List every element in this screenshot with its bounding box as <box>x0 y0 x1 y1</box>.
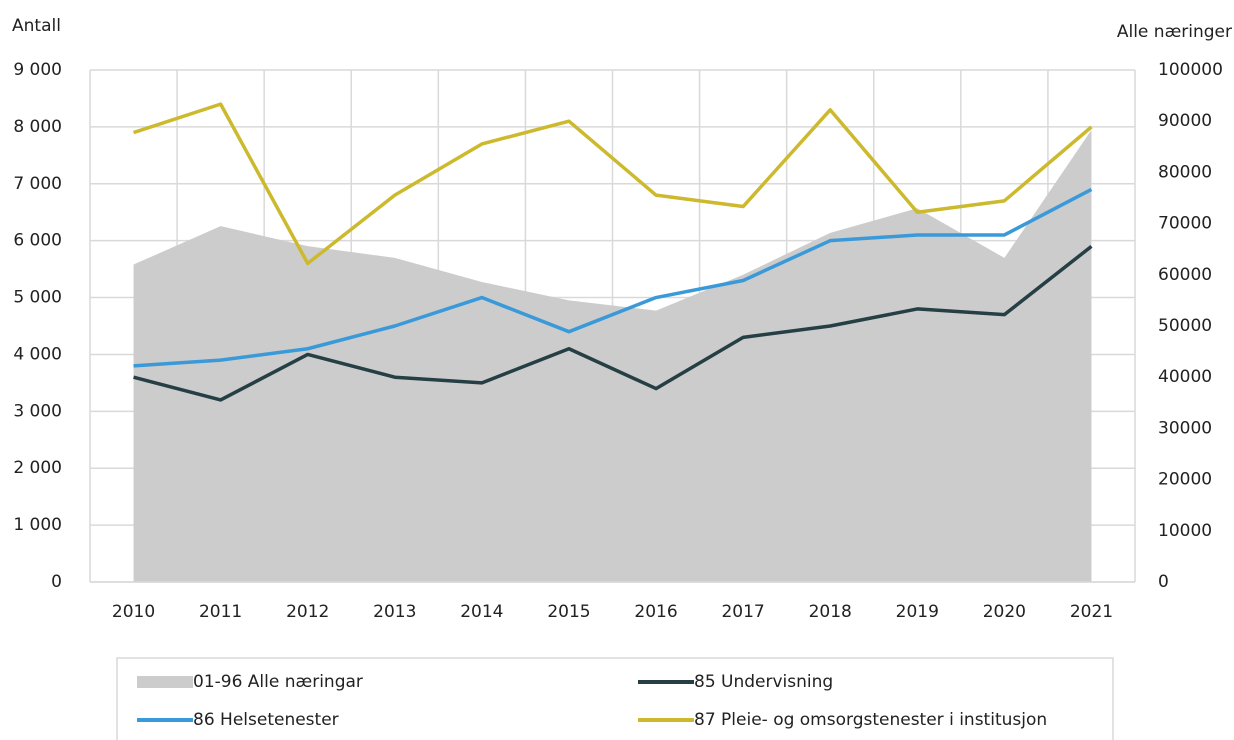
y-tick-label: 5 000 <box>13 288 62 308</box>
y-tick-label: 8 000 <box>13 117 62 137</box>
legend-box <box>116 657 1114 740</box>
line <box>132 102 1093 266</box>
legend-label: 87 Pleie- og omsorgstenester i institusj… <box>694 710 1047 730</box>
y2-tick-label: 80000 <box>1158 162 1212 182</box>
legend-label: 86 Helsetenester <box>193 710 339 730</box>
y-tick-label: 1 000 <box>13 515 62 535</box>
legend-swatch <box>137 676 193 688</box>
x-tick-label: 2021 <box>1070 602 1113 622</box>
x-tick-label: 2016 <box>634 602 677 622</box>
line <box>133 187 1093 368</box>
y2-tick-label: 100000 <box>1158 60 1223 80</box>
legend-label: 85 Undervisning <box>694 672 833 692</box>
y-tick-label: 6 000 <box>13 231 62 251</box>
y2-tick-label: 10000 <box>1158 521 1212 541</box>
y2-tick-label: 30000 <box>1158 418 1212 438</box>
line <box>133 244 1093 402</box>
y-tick-label: 7 000 <box>13 174 62 194</box>
x-tick-label: 2017 <box>721 602 764 622</box>
x-tick-label: 2018 <box>809 602 852 622</box>
x-tick-label: 2012 <box>286 602 329 622</box>
x-tick-label: 2020 <box>983 602 1026 622</box>
y2-tick-label: 50000 <box>1158 316 1212 336</box>
y-tick-label: 3 000 <box>13 401 62 421</box>
y2-axis-title: Alle næringer <box>1117 22 1232 42</box>
y-tick-label: 0 <box>51 572 62 592</box>
x-tick-label: 2013 <box>373 602 416 622</box>
y2-tick-label: 70000 <box>1158 214 1212 234</box>
y2-tick-label: 90000 <box>1158 111 1212 131</box>
y2-tick-label: 0 <box>1158 572 1169 592</box>
x-tick-label: 2011 <box>199 602 242 622</box>
area <box>133 129 1092 583</box>
x-tick-label: 2010 <box>112 602 155 622</box>
y-tick-label: 4 000 <box>13 344 62 364</box>
x-tick-label: 2019 <box>896 602 939 622</box>
y-tick-label: 2 000 <box>13 458 62 478</box>
y2-tick-label: 60000 <box>1158 265 1212 285</box>
legend-label: 01-96 Alle næringar <box>193 672 363 692</box>
y-axis-title: Antall <box>12 16 61 36</box>
y2-tick-label: 20000 <box>1158 470 1212 490</box>
y2-tick-label: 40000 <box>1158 367 1212 387</box>
y-tick-label: 9 000 <box>13 60 62 80</box>
x-tick-label: 2014 <box>460 602 503 622</box>
x-tick-label: 2015 <box>547 602 590 622</box>
